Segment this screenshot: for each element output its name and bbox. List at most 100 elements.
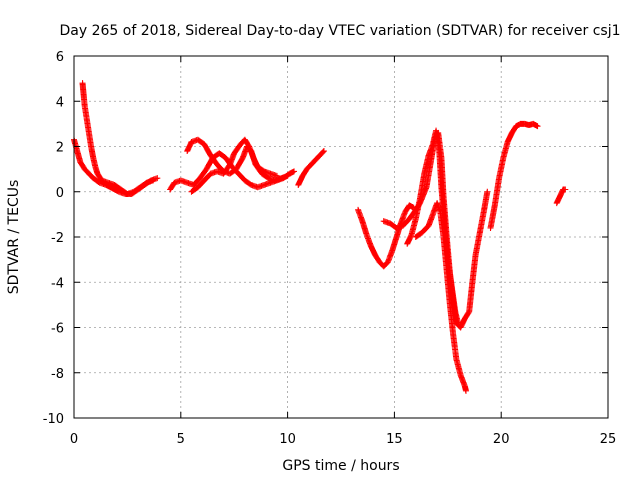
data-point [88,143,96,160]
x-tick-label: 25 [600,432,617,447]
data-point [226,166,239,177]
data-point [316,148,327,159]
y-tick-label: 0 [56,186,64,201]
data-point [291,168,298,175]
series-9 [404,127,462,329]
data-point [372,252,382,264]
data-point [150,177,157,184]
data-point [233,155,246,173]
data-point [446,301,456,336]
data-point [71,136,80,153]
data-point [81,102,90,121]
data-point [235,170,247,183]
data-point [496,156,507,182]
grid [74,56,608,418]
data-point [154,175,161,182]
data-point [194,136,207,147]
data-point [320,148,327,155]
data-point [81,166,92,176]
data-point [79,80,87,97]
data-point [90,175,102,185]
data-point [286,168,296,177]
data-point [455,322,462,329]
data-point [421,153,432,177]
data-point [461,309,472,322]
data-point [130,184,143,195]
y-tick-label: 2 [56,141,64,156]
series-11 [487,120,541,231]
series-2 [79,80,157,198]
data-point [417,171,428,202]
data-point [440,234,450,273]
y-tick-label: 4 [56,95,64,110]
data-point [513,121,523,130]
data-point [303,162,314,173]
data-point [207,152,220,167]
data-point [85,170,96,181]
data-point [481,190,491,213]
data-point [476,208,487,236]
data-point [241,136,252,149]
data-point [284,172,291,179]
chart-title: Day 265 of 2018, Sidereal Day-to-day VTE… [59,23,620,39]
y-tick-label: -6 [51,322,64,337]
data-point [103,181,115,191]
data-point [530,120,540,129]
data-point [443,267,453,307]
y-tick-label: -2 [51,231,64,246]
y-tick-label: -10 [43,412,64,427]
y-axis-label: SDTVAR / TECUs [6,180,22,295]
series-6 [295,148,327,188]
data-point [491,176,502,209]
x-tick-label: 20 [493,432,510,447]
data-point [188,184,200,195]
data-point [419,223,431,236]
data-point [197,167,209,182]
data-point [167,180,177,193]
data-point [111,181,123,192]
data-point [359,218,370,237]
series-12 [553,186,569,207]
x-tick-label: 15 [386,432,403,447]
data-point [534,123,541,130]
data-point [80,91,88,108]
data-point [77,159,87,171]
y-tick-label: 6 [56,50,64,65]
data-point [241,177,254,188]
y-tick-label: -8 [51,367,64,382]
data-point [412,230,425,240]
data-point [94,170,105,183]
x-tick-label: 0 [70,432,78,447]
data-point [190,176,203,188]
series-5 [188,136,280,195]
data-point [194,178,207,191]
data-point [408,217,419,238]
data-point [452,308,462,327]
series-8 [380,129,491,331]
data-point [472,230,483,259]
data-point [450,331,460,361]
data-point [423,160,434,191]
data-point [85,129,94,149]
series-10 [412,200,469,394]
data-point [258,170,271,181]
axis-ticks: 0 5 10 15 20 25 -10 -8 -6 -4 -2 0 2 4 6 [43,50,617,447]
data-point [406,202,416,211]
x-axis-label: GPS time / hours [282,458,399,474]
data-point [389,235,400,254]
data-point [109,185,121,195]
data-point [308,157,318,168]
data-point [216,150,228,161]
data-point [466,280,476,315]
data-point [469,253,479,286]
data-point [254,163,267,174]
data-point [312,153,322,164]
data-point [201,171,213,184]
data-marks [71,80,569,394]
data-point [137,180,149,191]
data-point [380,259,391,270]
series-7 [355,202,417,270]
y-tick-label: -4 [51,276,64,291]
data-point [201,141,214,158]
